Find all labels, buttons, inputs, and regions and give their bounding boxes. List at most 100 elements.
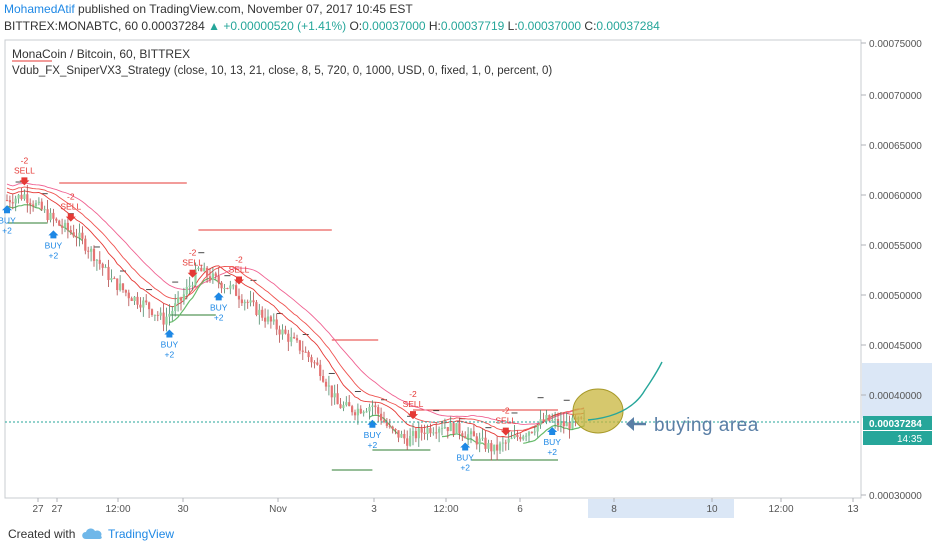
- candle: [197, 266, 200, 272]
- candle: [261, 306, 264, 321]
- y-tick-label: 0.00040000: [869, 391, 922, 402]
- candle: [217, 267, 220, 289]
- candle: [127, 289, 130, 307]
- candle: [264, 308, 267, 328]
- last-price: 0.00037284: [141, 19, 205, 33]
- candle: [26, 184, 29, 213]
- candle: [159, 307, 162, 320]
- candle: [527, 430, 531, 443]
- candle: [568, 415, 571, 439]
- buying-area-label[interactable]: buying area: [654, 415, 759, 436]
- candle: [200, 264, 203, 272]
- x-tick-label: 8: [611, 504, 617, 515]
- candle: [220, 281, 223, 294]
- candle: [414, 428, 417, 443]
- candle: [101, 262, 104, 276]
- candle: [464, 431, 467, 439]
- sell-label: SELL: [182, 258, 203, 268]
- sell-signal: SELL-2: [403, 389, 424, 420]
- candle: [75, 228, 78, 247]
- candle: [63, 219, 67, 233]
- candle: [382, 411, 386, 424]
- buy-signal: BUY+2: [210, 292, 228, 322]
- footer: Created with TradingView: [0, 518, 932, 550]
- candle: [368, 403, 371, 420]
- candle: [278, 325, 281, 343]
- candle: [525, 432, 528, 442]
- candle: [34, 200, 38, 208]
- y-tick-label: 0.00070000: [869, 91, 922, 102]
- candle: [11, 193, 14, 210]
- candle: [362, 410, 365, 417]
- y-tick-label: 0.00050000: [869, 291, 922, 302]
- candle: [5, 194, 9, 202]
- buying-area-ellipse[interactable]: [572, 388, 624, 434]
- low-value: 0.00037000: [517, 19, 582, 33]
- candle: [519, 433, 522, 442]
- author-link[interactable]: MohamedAtif: [4, 2, 75, 16]
- candle: [206, 265, 209, 283]
- candle: [554, 411, 557, 429]
- candle: [542, 412, 545, 424]
- candle: [185, 279, 188, 300]
- time-scale[interactable]: 27 27 12:00 30 Nov 3 12:00 6 8 10 12:00 13: [32, 498, 859, 515]
- candle: [275, 313, 278, 336]
- sell-signal: SELL-2: [14, 155, 35, 186]
- buy-signal: BUY+2: [161, 329, 178, 360]
- candle: [432, 427, 435, 436]
- candle: [84, 235, 87, 255]
- buy-value: +2: [547, 447, 557, 457]
- candle: [182, 287, 185, 305]
- candle: [469, 428, 473, 444]
- candle: [443, 418, 446, 430]
- candle: [458, 417, 461, 440]
- tradingview-cloud-icon: [82, 528, 102, 539]
- candle: [394, 428, 397, 435]
- candle: [287, 329, 290, 352]
- candle: [504, 439, 507, 451]
- candle: [110, 269, 113, 283]
- candle: [316, 357, 319, 366]
- left-arrow-icon[interactable]: [626, 417, 646, 431]
- x-tick-label: 30: [177, 504, 189, 515]
- y-tick-label: 0.00075000: [869, 39, 922, 50]
- candle: [8, 195, 11, 208]
- tradingview-brand[interactable]: TradingView: [108, 527, 175, 541]
- candle: [150, 308, 154, 317]
- sell-label: SELL: [14, 165, 35, 175]
- candle: [406, 430, 409, 451]
- price-change: +0.00000520 (+1.41%): [223, 19, 347, 33]
- candle: [130, 296, 133, 302]
- sell-label: SELL: [403, 399, 424, 409]
- candle: [533, 425, 536, 436]
- study-legend[interactable]: Vdub_FX_SniperVX3_Strategy (close, 10, 1…: [12, 65, 552, 77]
- chart-legend-title[interactable]: MonaCoin / Bitcoin, 60, BITTREX: [12, 47, 190, 61]
- candle: [496, 436, 499, 461]
- price-scale[interactable]: 0.00075000 0.00070000 0.00065000 0.00060000…: [861, 39, 922, 502]
- y-tick-label: 0.00045000: [869, 341, 922, 352]
- candle: [539, 409, 542, 429]
- sell-value: -2: [189, 248, 197, 258]
- candle: [449, 416, 452, 432]
- candle: [501, 436, 504, 452]
- symbol-ohlc-line: BITTREX:MONABTC, 60 0.00037284 ▲ +0.0000…: [4, 19, 660, 35]
- price-chart[interactable]: 0.00075000 0.00070000 0.00065000 0.00060000…: [0, 38, 932, 518]
- candle: [339, 398, 342, 409]
- buy-label: BUY: [456, 453, 474, 463]
- down-arrow-icon: [234, 276, 244, 285]
- buy-value: +2: [2, 225, 12, 235]
- candles: [5, 184, 586, 461]
- candle: [313, 360, 316, 369]
- candle: [78, 223, 81, 247]
- candle: [391, 425, 394, 434]
- up-arrow-icon: [547, 426, 558, 435]
- chart-frame[interactable]: 0.00075000 0.00070000 0.00065000 0.00060000…: [0, 38, 932, 518]
- candle: [385, 417, 388, 429]
- buy-value: +2: [165, 350, 175, 360]
- projection-curve[interactable]: [587, 361, 663, 421]
- up-arrow-icon: [164, 329, 175, 338]
- sell-value: -2: [235, 255, 243, 265]
- candle: [374, 401, 377, 415]
- countdown-text: 14:35: [897, 434, 922, 445]
- buy-label: BUY: [543, 437, 561, 447]
